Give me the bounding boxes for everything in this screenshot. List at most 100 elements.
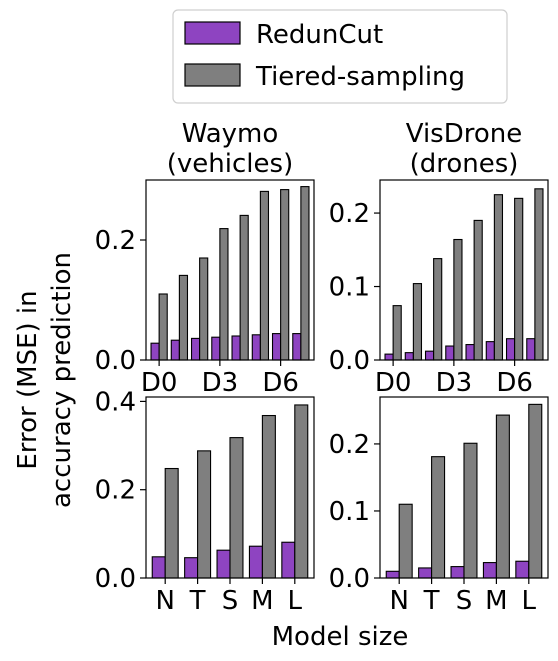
bar-reduncut-d3 [211,336,221,361]
bar-tiered-sampling-n [164,467,179,579]
y-tick-label: 0.4 [95,387,136,417]
y-tick-label: 0.2 [329,430,370,460]
bar-tiered-sampling-d0 [392,305,402,361]
bar-tiered-sampling-d0 [158,293,168,361]
chart-panel-0: 0.0 0.2 D0 D3 D6 [95,179,315,398]
bar-reduncut-d7 [292,333,302,361]
bar-tiered-sampling-d1 [412,283,423,361]
bar-tiered-sampling-d2 [199,257,209,361]
bar-tiered-sampling-d4 [473,219,483,361]
bar-tiered-sampling-m [261,414,276,579]
y-tick-label: 0.0 [95,564,136,594]
chart-panel-3: 0.0 0.1 0.2 N T S M L [329,396,549,616]
bar-reduncut-d4 [465,344,475,361]
x-tick-label: M [485,586,507,616]
axes-frame-1 [379,179,549,361]
legend-swatch-tiered-sampling [184,63,241,87]
y-tick-label: 0.2 [95,226,136,256]
panel-title-waymo-line2: (vehicles) [167,149,293,179]
legend-label-tiered-sampling: Tiered-sampling [255,62,465,92]
bar-reduncut-d1 [170,339,180,361]
x-tick-label: S [222,586,239,616]
axes-frame-0 [145,179,315,361]
bar-reduncut-d6 [271,333,282,361]
bar-reduncut-d0 [384,353,394,361]
bar-reduncut-d4 [231,335,241,361]
x-tick-label: T [423,586,440,616]
bar-tiered-sampling-d3 [453,238,463,361]
y-axis-label-line2: accuracy prediction [47,252,77,508]
bar-tiered-sampling-d5 [259,190,270,361]
bar-reduncut-d6 [505,338,516,361]
bar-reduncut-l [281,541,296,579]
legend: RedunCut Tiered-sampling [172,9,508,104]
y-axis-label-line1: Error (MSE) in [13,290,43,469]
bar-tiered-sampling-n [398,503,413,579]
bar-tiered-sampling-t [431,456,446,579]
panel-title-visdrone-line1: VisDrone [406,119,523,149]
x-tick-label: T [189,586,206,616]
x-tick-label: D3 [436,368,473,398]
panels: 0.00.2D0 D3 D60.00.10.2D0 D3 D60.00.20.4N T S M… [95,179,549,616]
bar-tiered-sampling-d7 [300,186,310,361]
bar-reduncut-t [418,567,433,579]
bar-tiered-sampling-t [197,450,212,579]
bar-reduncut-d2 [424,350,435,361]
y-tick-label: 0.2 [95,476,136,506]
panel-title-waymo-line1: Waymo [182,119,279,149]
bar-reduncut-d7 [526,338,536,361]
x-tick-label: D0 [375,368,412,398]
bar-tiered-sampling-m [495,414,510,579]
bar-tiered-sampling-l [294,404,309,579]
bar-reduncut-s [216,549,231,579]
bar-tiered-sampling-s [463,442,478,579]
bar-reduncut-m [248,545,263,579]
y-tick-label: 0.1 [329,497,370,527]
bar-reduncut-m [482,562,497,579]
bar-tiered-sampling-d6 [514,197,524,361]
y-tick-label: 0.0 [95,346,136,376]
bar-tiered-sampling-d6 [280,189,290,361]
y-tick-label: 0.2 [329,199,370,229]
bar-tiered-sampling-d1 [178,274,189,361]
y-tick-label: 0.1 [329,273,370,303]
x-tick-label: D6 [496,368,533,398]
bar-tiered-sampling-d7 [534,188,544,361]
bar-tiered-sampling-d2 [433,258,443,361]
bar-tiered-sampling-s [229,437,244,579]
bar-reduncut-s [450,566,465,579]
bar-reduncut-d5 [485,341,495,361]
x-tick-label: M [251,586,273,616]
panel-title-visdrone-line2: (drones) [410,149,519,179]
y-tick-label: 0.0 [329,564,370,594]
x-tick-label: D3 [202,368,239,398]
bar-reduncut-d3 [445,345,455,361]
legend-swatch-reduncut [184,21,241,45]
x-tick-label: D0 [141,368,178,398]
bar-tiered-sampling-l [528,403,543,579]
x-tick-label: S [456,586,473,616]
x-tick-label: D6 [262,368,299,398]
legend-frame [172,9,508,104]
bar-reduncut-d1 [404,352,414,361]
chart-panel-1: 0.0 0.1 0.2 D0 D3 D6 [329,179,549,398]
bar-reduncut-d2 [190,337,201,361]
x-tick-label: N [389,586,408,616]
bar-tiered-sampling-d5 [493,194,504,361]
bar-tiered-sampling-d3 [219,228,229,361]
y-tick-label: 0.0 [329,346,370,376]
bar-reduncut-d0 [150,342,160,361]
x-tick-label: L [522,586,537,616]
chart-panel-2: 0.0 0.2 0.4 N T S M L [95,387,315,616]
bar-tiered-sampling-d4 [239,214,249,361]
bar-reduncut-n [151,556,166,579]
x-tick-label: L [288,586,303,616]
bar-reduncut-n [385,570,400,579]
bar-reduncut-l [515,560,530,579]
x-axis-label: Model size [272,622,409,652]
bar-reduncut-t [184,557,199,579]
x-tick-label: N [155,586,174,616]
bar-reduncut-d5 [251,334,261,361]
legend-label-reduncut: RedunCut [256,20,383,50]
